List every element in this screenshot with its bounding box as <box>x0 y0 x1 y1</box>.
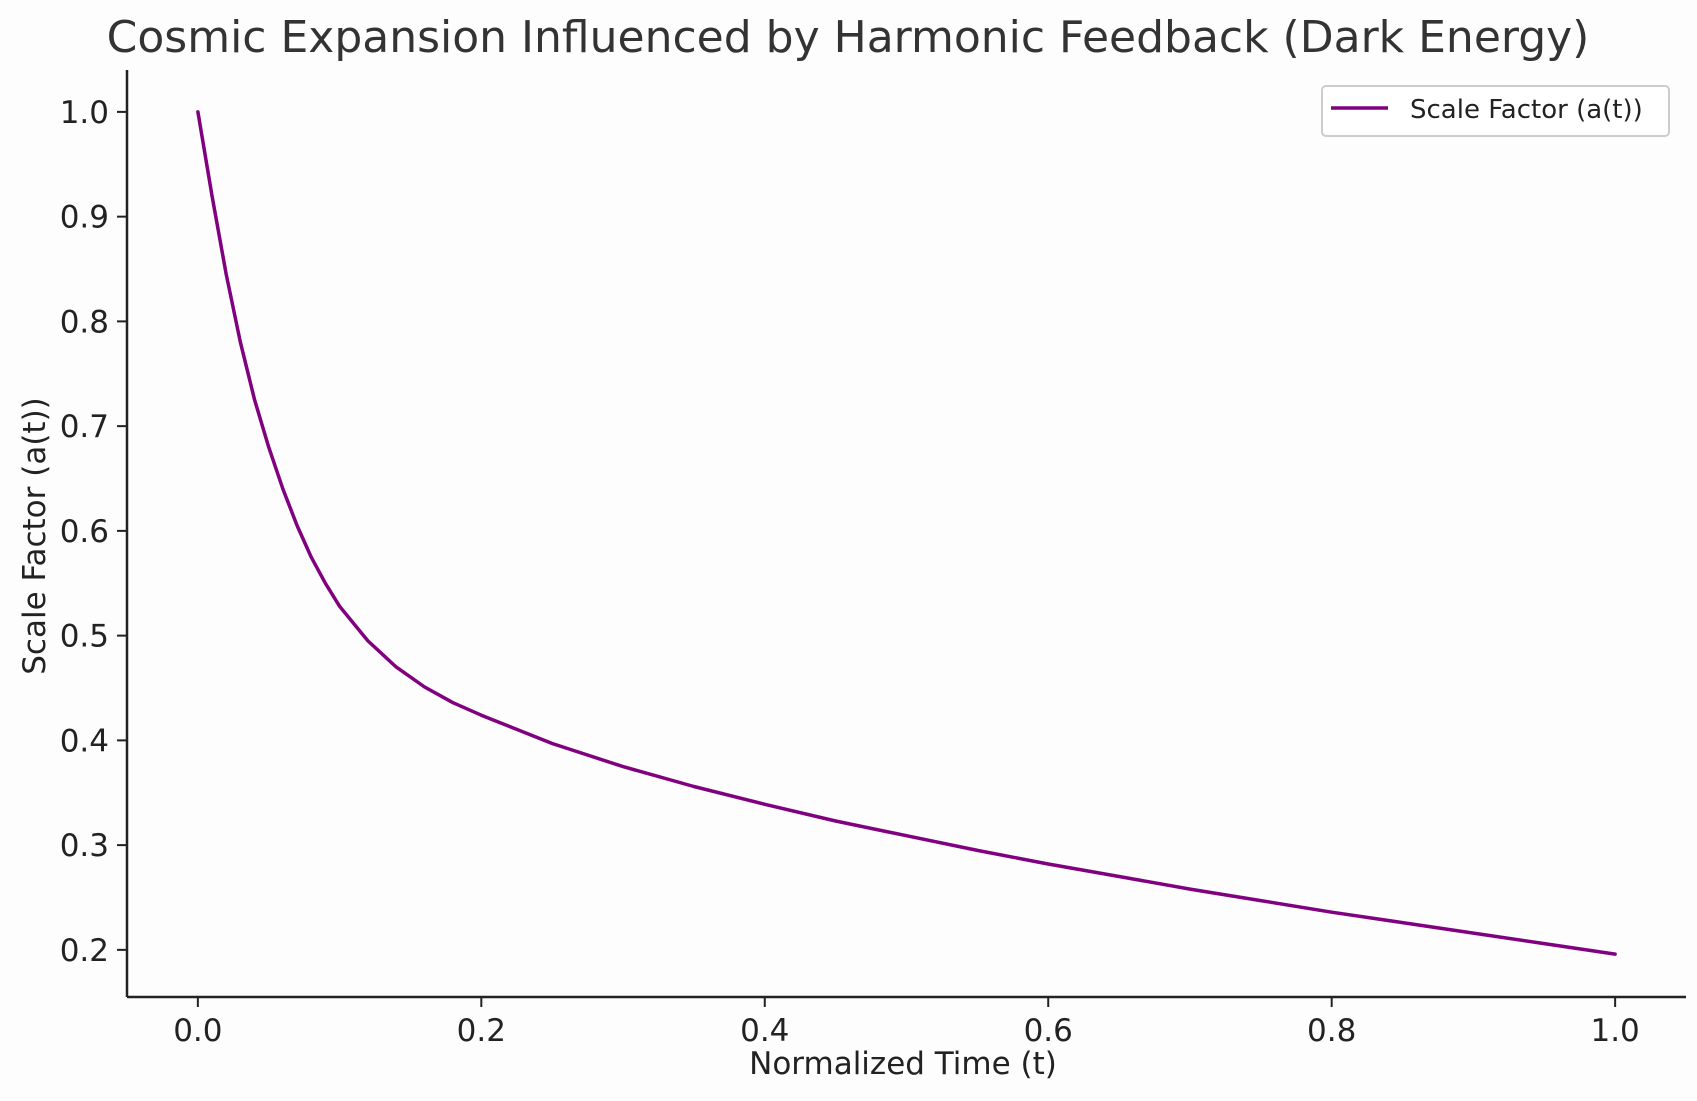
y-tick-label: 0.5 <box>60 619 109 655</box>
x-axis-label: Normalized Time (t) <box>749 1046 1057 1082</box>
y-tick-label: 0.8 <box>60 304 109 340</box>
legend: Scale Factor (a(t)) <box>1321 85 1670 137</box>
y-tick-label: 0.9 <box>60 200 109 236</box>
plot-area: 0.0 0.2 0.4 0.6 0.8 1.0 0.2 0.3 0.4 0.5 0.6 0.7 0.8 0… <box>60 70 1686 1049</box>
y-tick-label: 0.7 <box>60 409 109 445</box>
y-tick-label: 0.3 <box>60 828 109 864</box>
x-tick-label: 0.6 <box>1024 1013 1073 1049</box>
legend-label: Scale Factor (a(t)) <box>1410 95 1643 125</box>
y-tick-label: 0.4 <box>60 723 109 759</box>
x-tick-label: 0.4 <box>740 1013 789 1049</box>
y-tick-label: 1.0 <box>60 95 109 131</box>
legend-box <box>1321 85 1670 137</box>
x-tick-label: 0.8 <box>1307 1013 1356 1049</box>
series-line-0 <box>196 110 1617 956</box>
y-axis-label: Scale Factor (a(t)) <box>17 397 53 675</box>
x-tick-label: 0.2 <box>457 1013 506 1049</box>
y-tick-label: 0.2 <box>60 933 109 969</box>
x-tick-label: 0.0 <box>173 1013 222 1049</box>
x-tick-label: 1.0 <box>1590 1013 1639 1049</box>
y-tick-label: 0.6 <box>60 514 109 550</box>
chart-title: Cosmic Expansion Influenced by Harmonic … <box>107 12 1590 63</box>
